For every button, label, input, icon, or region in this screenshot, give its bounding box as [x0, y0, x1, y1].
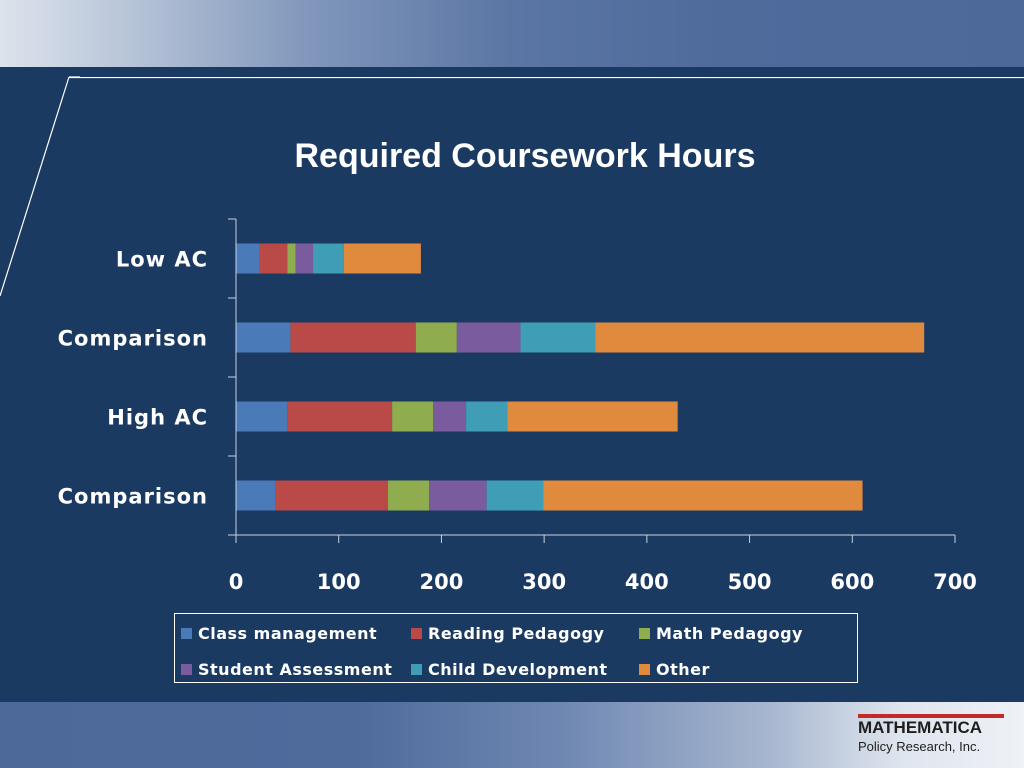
legend-item-other: Other	[639, 659, 710, 679]
legend-swatch-student-assessment	[181, 663, 192, 675]
x-tick-label-600: 600	[830, 570, 874, 594]
x-tick-label-0: 0	[229, 570, 244, 594]
legend-swatch-other	[639, 663, 650, 675]
x-tick-label-700: 700	[933, 570, 977, 594]
bar-comparison-4-reading-pedagogy	[275, 480, 389, 511]
decorative-top-line	[69, 77, 1024, 79]
legend-item-math-pedagogy: Math Pedagogy	[639, 623, 803, 643]
bar-comparison-2-child-development	[520, 322, 596, 353]
bar-low-ac-1-class-management	[236, 243, 260, 274]
bar-low-ac-1-child-development	[313, 243, 344, 274]
bar-comparison-4-other	[543, 480, 863, 511]
legend-label-class-management: Class management	[198, 623, 378, 643]
bar-high-ac-3-class-management	[236, 401, 288, 432]
bar-low-ac-1-student-assessment	[295, 243, 314, 274]
legend-label-math-pedagogy: Math Pedagogy	[656, 623, 803, 643]
logo-accent-bar	[858, 714, 1004, 718]
bar-high-ac-3-child-development	[466, 401, 508, 432]
bar-high-ac-3-other	[507, 401, 678, 432]
logo-subtitle: Policy Research, Inc.	[858, 739, 981, 754]
legend: Class management Reading Pedagogy Math P…	[174, 613, 858, 683]
logo-name: MATHEMATICA	[858, 718, 983, 737]
legend-swatch-class-management	[181, 627, 192, 639]
bar-comparison-2-other	[595, 322, 925, 353]
category-label-1: Low AC	[116, 248, 208, 272]
chart-title: Required Coursework Hours	[295, 137, 756, 175]
category-label-4: Comparison	[58, 485, 208, 509]
legend-item-class-management: Class management	[181, 623, 377, 643]
x-tick-label-100: 100	[317, 570, 361, 594]
bar-low-ac-1-math-pedagogy	[287, 243, 296, 274]
axes-layer: Low AC Comparison High AC Comparison 0 100 200…	[58, 218, 977, 594]
bar-comparison-2-student-assessment	[456, 322, 521, 353]
legend-item-student-assessment: Student Assessment	[181, 659, 392, 679]
bar-comparison-4-math-pedagogy	[388, 480, 430, 511]
category-label-2: Comparison	[58, 327, 208, 351]
bar-comparison-4-child-development	[486, 480, 544, 511]
bar-comparison-4-student-assessment	[429, 480, 487, 511]
legend-label-student-assessment: Student Assessment	[198, 659, 393, 679]
mathematica-logo: MATHEMATICA Policy Research, Inc.	[858, 712, 1008, 760]
bars-layer	[236, 243, 925, 511]
legend-swatch-child-development	[411, 663, 422, 675]
bar-high-ac-3-reading-pedagogy	[287, 401, 393, 432]
legend-label-child-development: Child Development	[428, 659, 608, 679]
bar-high-ac-3-math-pedagogy	[392, 401, 434, 432]
category-label-3: High AC	[107, 406, 208, 430]
bar-comparison-2-math-pedagogy	[415, 322, 457, 353]
bar-low-ac-1-reading-pedagogy	[259, 243, 288, 274]
x-tick-label-400: 400	[625, 570, 669, 594]
bar-comparison-2-reading-pedagogy	[290, 322, 416, 353]
legend-item-child-development: Child Development	[411, 659, 608, 679]
bar-comparison-2-class-management	[236, 322, 291, 353]
bar-high-ac-3-student-assessment	[433, 401, 467, 432]
bottom-banner	[0, 702, 1024, 768]
legend-label-reading-pedagogy: Reading Pedagogy	[428, 623, 605, 643]
legend-item-reading-pedagogy: Reading Pedagogy	[411, 623, 604, 643]
x-tick-label-500: 500	[728, 570, 772, 594]
bar-comparison-4-class-management	[236, 480, 276, 511]
x-tick-label-200: 200	[420, 570, 464, 594]
legend-label-other: Other	[656, 659, 710, 679]
top-banner	[0, 0, 1024, 67]
legend-swatch-math-pedagogy	[639, 627, 650, 639]
bar-low-ac-1-other	[343, 243, 421, 274]
legend-swatch-reading-pedagogy	[411, 627, 422, 639]
x-tick-label-300: 300	[522, 570, 566, 594]
